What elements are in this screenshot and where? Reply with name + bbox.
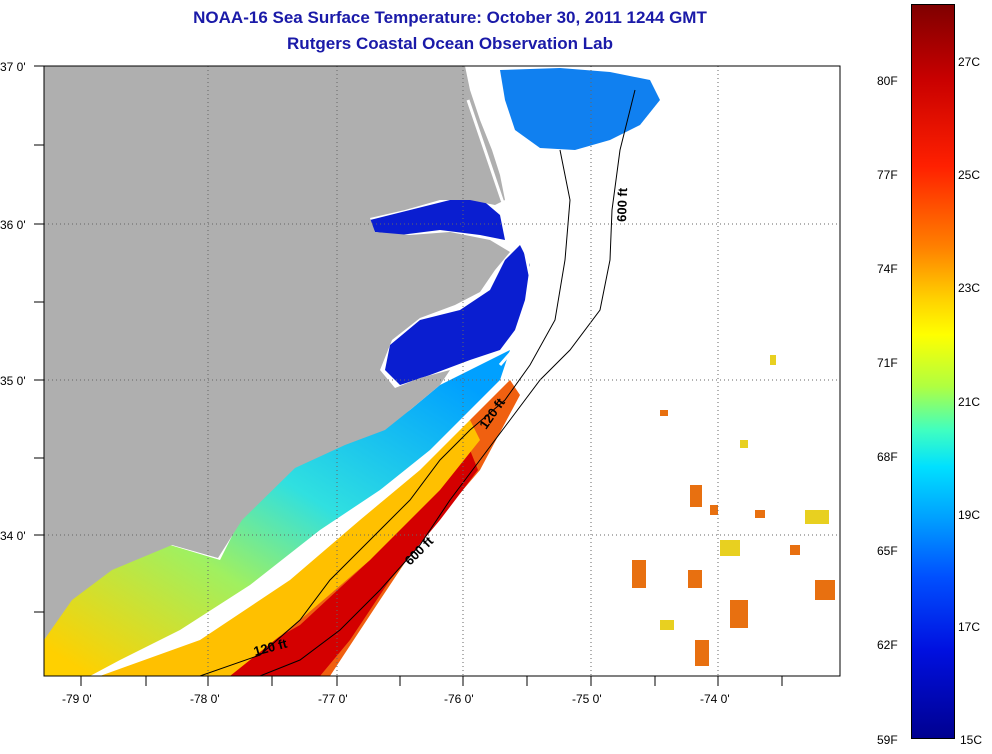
colorbar-f-68: 68F (877, 450, 898, 464)
nearshore-plume (44, 350, 510, 676)
lon-label-77: -77 0' (318, 692, 348, 706)
colorbar-c-17: 17C (958, 620, 981, 634)
albemarle-sound (370, 198, 505, 240)
northern-blue-patch (500, 68, 660, 150)
land (44, 66, 510, 640)
lon-label-74: -74 0' (700, 692, 730, 706)
map-border (43, 65, 841, 677)
lat-label-37: 37 0' (0, 60, 26, 74)
title-line-1: NOAA-16 Sea Surface Temperature: October… (193, 8, 707, 27)
colorbar-f-65: 65F (877, 544, 898, 558)
lat-label-35: 35 0' (0, 374, 26, 388)
colorbar-f-74: 74F (877, 262, 898, 276)
offshore-scatter-yellow (660, 355, 829, 630)
colorbar-c-25: 25C (958, 168, 981, 182)
colorbar-c-21: 21C (958, 395, 981, 409)
colorbar-c-27: 27C (958, 55, 981, 69)
offshore-scatter (632, 410, 835, 666)
lat-label-36: 36 0' (0, 218, 26, 232)
contour-600ft (259, 89, 636, 676)
contour-label-600-north: 600 ft (614, 187, 630, 222)
colorbar-f-71: 71F (877, 356, 898, 370)
yellow-water-band (100, 420, 480, 676)
colorbar-c-19: 19C (958, 508, 981, 522)
temperature-colorbar (911, 4, 955, 739)
colorbar-f-62: 62F (877, 638, 898, 652)
colorbar-c-15: 15C (960, 733, 983, 747)
lat-label-34: 34 0' (0, 529, 26, 543)
contour-120ft (199, 149, 571, 676)
axis-ticks (34, 65, 783, 686)
grid-lines (44, 66, 840, 676)
lon-label-78: -78 0' (190, 692, 220, 706)
outer-banks (466, 99, 537, 366)
pamlico-sound (385, 245, 530, 385)
lon-label-79: -79 0' (62, 692, 92, 706)
lon-label-75: -75 0' (572, 692, 602, 706)
colorbar-c-23: 23C (958, 281, 981, 295)
title-line-2: Rutgers Coastal Ocean Observation Lab (287, 34, 613, 53)
colorbar-f-77: 77F (877, 168, 898, 182)
colorbar-f-80: 80F (877, 74, 898, 88)
colorbar-f-59: 59F (877, 733, 898, 747)
lon-label-76: -76 0' (444, 692, 474, 706)
